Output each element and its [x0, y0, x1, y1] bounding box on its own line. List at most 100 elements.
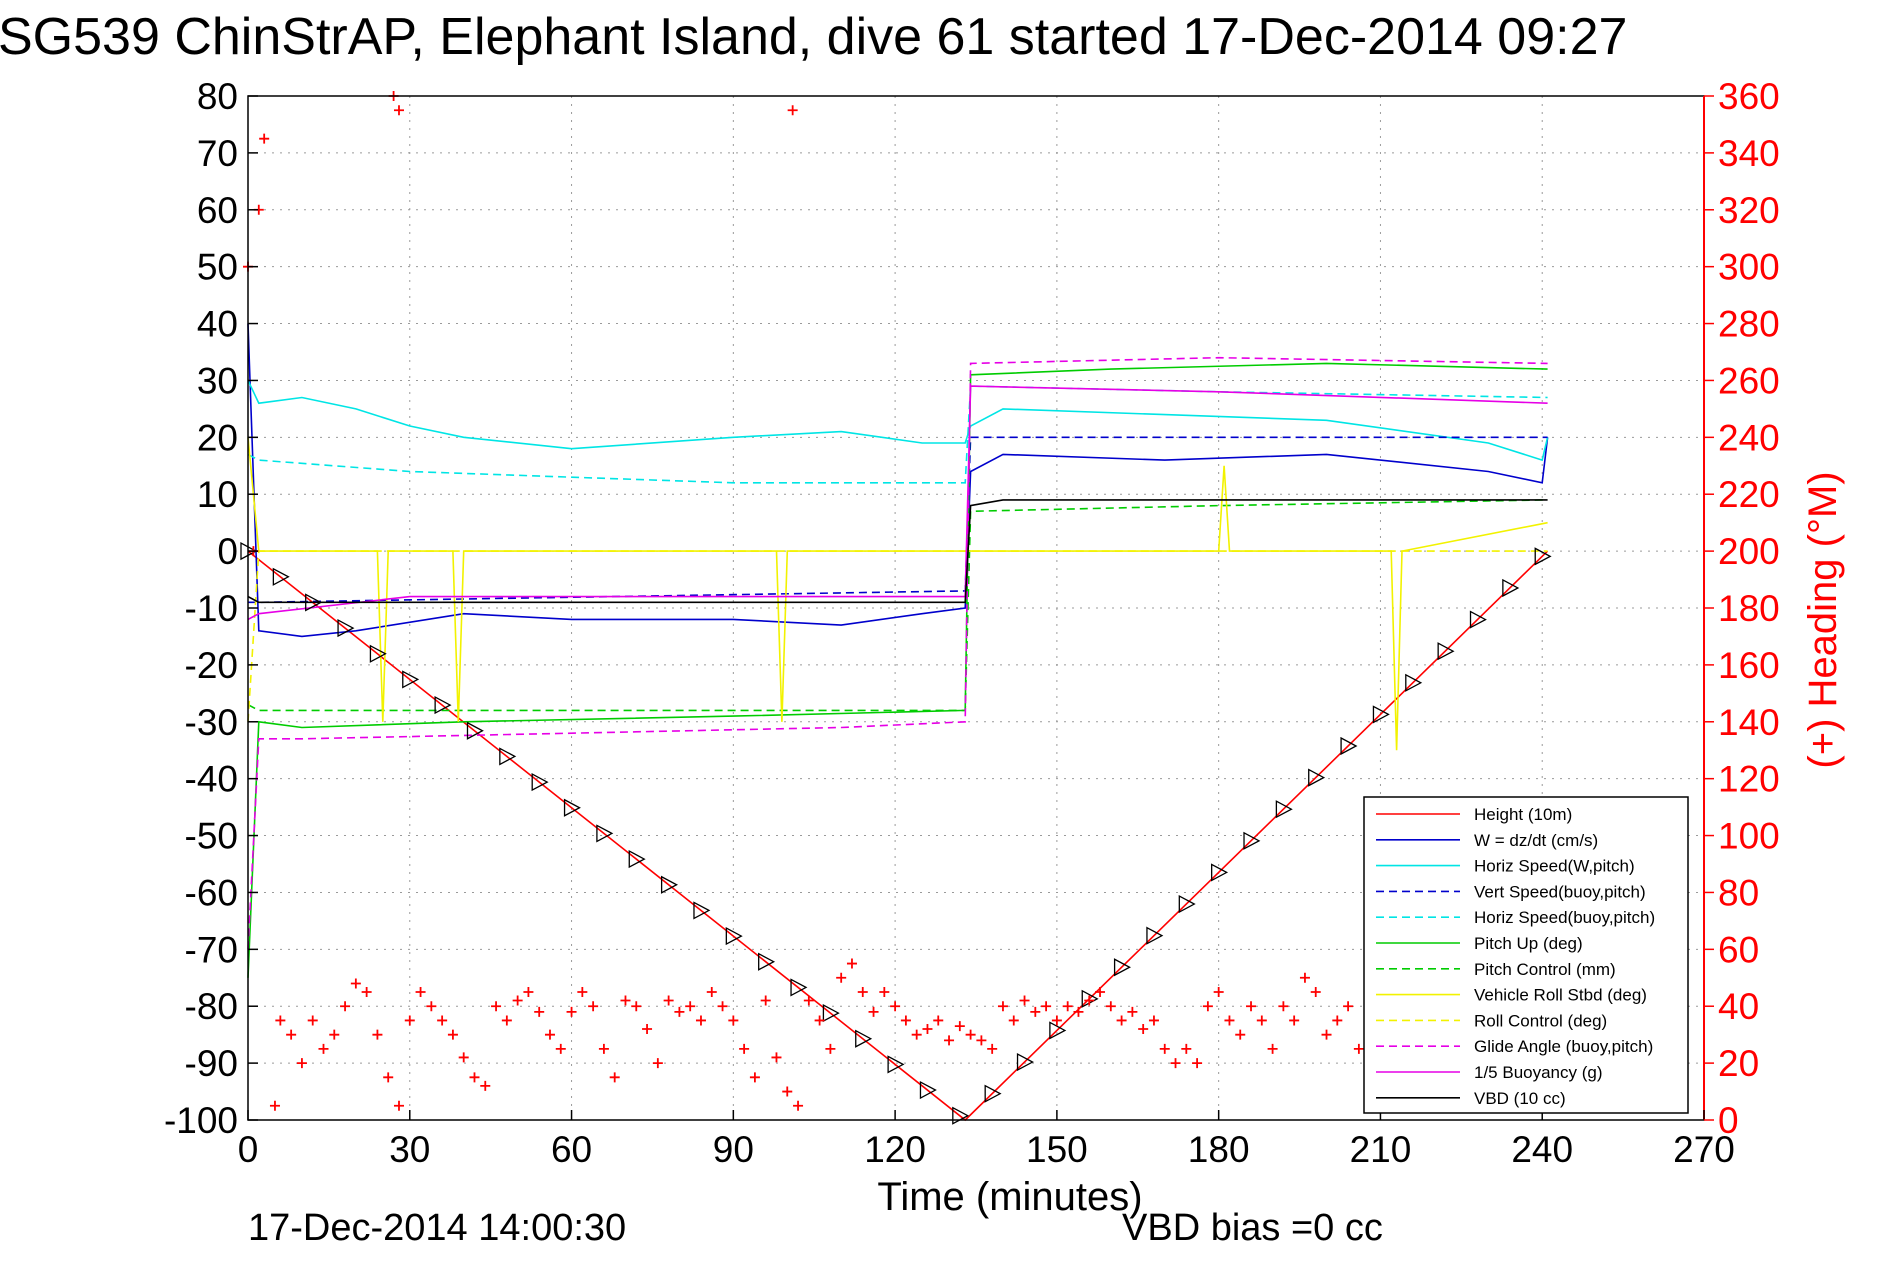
- legend-entry: Height (10m): [1474, 805, 1572, 824]
- legend-entry: Vert Speed(buoy,pitch): [1474, 882, 1646, 901]
- series-line-8: [247, 437, 1548, 751]
- legend: Height (10m) W = dz/dt (cm/s) Horiz Speed(…: [1363, 796, 1689, 1114]
- height-marker: [434, 696, 452, 715]
- y2-tick-label: 360: [1718, 76, 1780, 117]
- heading-point: [329, 1029, 340, 1040]
- heading-point: [1181, 1043, 1192, 1054]
- height-marker: [628, 849, 646, 869]
- series-line-7: [247, 499, 1548, 712]
- x-tick-label: 150: [1026, 1129, 1088, 1170]
- height-marker: [1113, 958, 1131, 977]
- y-tick-label: 20: [197, 417, 238, 458]
- y-tick-label: -20: [185, 645, 238, 686]
- y-tick-label: -40: [185, 759, 238, 800]
- height-marker: [531, 773, 549, 792]
- chart-title: SG539 ChinStrAP, Elephant Island, dive 6…: [0, 8, 1627, 66]
- legend-entry: Glide Angle (buoy,pitch): [1474, 1037, 1653, 1056]
- heading-point: [393, 1100, 404, 1111]
- heading-point: [1321, 1029, 1332, 1040]
- y2-tick-label: 320: [1718, 190, 1780, 231]
- y2-tick-label: 80: [1718, 872, 1759, 913]
- heading-point: [674, 1006, 685, 1017]
- heading-point: [793, 1100, 804, 1111]
- y-tick-label: 50: [197, 247, 238, 288]
- heading-point: [501, 1015, 512, 1026]
- series-line-12: [247, 499, 1548, 604]
- heading-point: [318, 1043, 329, 1054]
- height-marker: [369, 644, 387, 663]
- series-line-10: [247, 356, 1548, 950]
- height-marker: [660, 875, 679, 894]
- y-tick-label: 80: [197, 76, 238, 117]
- heading-point: [523, 987, 534, 997]
- x-tick-label: 60: [551, 1129, 592, 1170]
- heading-point: [426, 1001, 437, 1012]
- series-line-9: [247, 550, 1548, 722]
- heading-point: [1051, 1015, 1062, 1026]
- y2-tick-label: 280: [1718, 304, 1780, 345]
- series-line-5: [247, 385, 1548, 484]
- heading-point: [728, 1015, 739, 1026]
- heading-point: [1170, 1058, 1181, 1069]
- x-tick-label: 270: [1673, 1129, 1735, 1170]
- heading-point: [1343, 1001, 1354, 1012]
- heading-point: [1235, 1029, 1246, 1040]
- height-marker: [563, 798, 581, 817]
- y-tick-label: 10: [197, 474, 238, 515]
- heading-point: [836, 972, 847, 983]
- y2-tick-label: 180: [1718, 588, 1780, 629]
- x-axis-label: Time (minutes): [877, 1175, 1142, 1219]
- axes: 0 30 60 90 120 150 180 210 240 270 80 70 60 50 40 30 20 1…: [164, 76, 1780, 1170]
- heading-point: [760, 995, 771, 1006]
- height-marker: [499, 747, 517, 766]
- legend-entry: VBD (10 cc): [1474, 1089, 1566, 1108]
- heading-point: [609, 1072, 620, 1083]
- heading-point: [1310, 987, 1321, 997]
- y-tick-label: 60: [197, 190, 238, 231]
- height-marker: [1437, 642, 1455, 661]
- heading-point: [1148, 1015, 1159, 1026]
- height-marker: [693, 901, 711, 920]
- y-tick-label: 30: [197, 360, 238, 401]
- heading-point: [825, 1043, 836, 1054]
- legend-entry: Pitch Up (deg): [1474, 934, 1583, 953]
- series-line-11: [247, 385, 1548, 621]
- height-marker: [1372, 705, 1390, 724]
- legend-entry: W = dz/dt (cm/s): [1474, 831, 1598, 850]
- heading-point: [803, 995, 814, 1006]
- height-marker: [984, 1084, 1002, 1103]
- height-marker: [822, 1003, 840, 1023]
- y-tick-label: -90: [185, 1043, 238, 1084]
- footer-timestamp: 17-Dec-2014 14:00:30: [248, 1207, 626, 1249]
- y2-tick-label: 60: [1718, 929, 1759, 970]
- heading-point: [361, 987, 372, 997]
- heading-point: [933, 1015, 944, 1026]
- heading-point: [1084, 995, 1095, 1006]
- heading-point: [814, 1015, 825, 1026]
- heading-point: [965, 1029, 976, 1040]
- heading-point: [447, 1029, 458, 1040]
- y2-tick-label: 200: [1718, 531, 1780, 572]
- height-marker: [305, 593, 323, 612]
- heading-point: [259, 133, 270, 144]
- heading-point: [922, 1023, 933, 1034]
- heading-point: [1159, 1043, 1170, 1054]
- heading-point: [911, 1029, 922, 1040]
- heading-point: [372, 1029, 383, 1040]
- heading-point: [900, 1015, 911, 1026]
- heading-point: [404, 1015, 415, 1026]
- heading-point: [1062, 1001, 1073, 1012]
- legend-box: [1363, 796, 1689, 1114]
- heading-point: [1256, 1015, 1267, 1026]
- heading-point: [512, 995, 523, 1006]
- heading-point: [1213, 987, 1224, 997]
- heading-point: [706, 987, 717, 997]
- heading-point: [1332, 1015, 1343, 1026]
- height-marker: [790, 978, 808, 997]
- heading-point: [577, 987, 588, 997]
- y-tick-label: 0: [217, 531, 238, 572]
- y2-tick-label: 220: [1718, 474, 1780, 515]
- height-marker: [1049, 1021, 1067, 1040]
- heading-point: [1008, 1015, 1019, 1026]
